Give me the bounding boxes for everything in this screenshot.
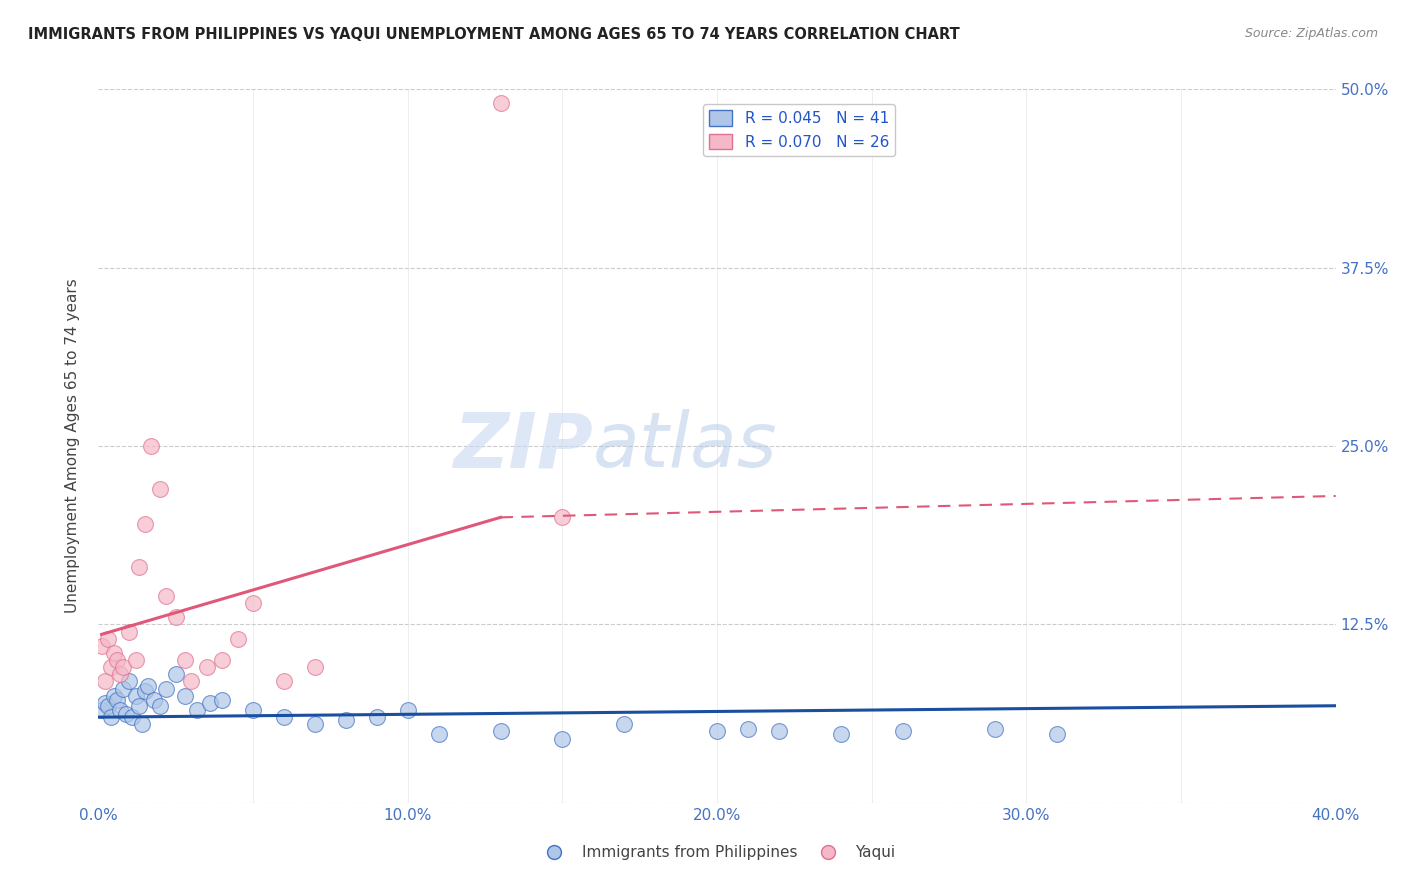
Point [211,693,233,707]
Point [118,674,141,689]
Point [613,717,636,731]
Point [551,510,574,524]
Text: atlas: atlas [593,409,778,483]
Point [737,722,759,736]
Point [226,632,249,646]
Point [149,482,172,496]
Point [551,731,574,746]
Point [165,667,187,681]
Point [242,596,264,610]
Point [131,717,153,731]
Point [273,674,295,689]
Point [108,703,131,717]
Point [174,653,197,667]
Point [108,667,131,681]
Point [100,710,122,724]
Point [112,681,135,696]
Point [335,713,357,727]
Point [830,727,852,741]
Text: ZIP: ZIP [454,409,593,483]
Point [242,703,264,717]
Point [124,689,146,703]
Point [139,439,162,453]
Point [143,693,166,707]
Point [1046,727,1069,741]
Point [128,698,150,713]
Point [103,689,125,703]
Text: Source: ZipAtlas.com: Source: ZipAtlas.com [1244,27,1378,40]
Point [128,560,150,574]
Point [304,660,326,674]
Point [121,710,143,724]
Point [90,639,112,653]
Point [93,674,115,689]
Point [427,727,450,741]
Point [97,698,120,713]
Point [273,710,295,724]
Text: IMMIGRANTS FROM PHILIPPINES VS YAQUI UNEMPLOYMENT AMONG AGES 65 TO 74 YEARS CORR: IMMIGRANTS FROM PHILIPPINES VS YAQUI UNE… [28,27,960,42]
Point [97,632,120,646]
Point [304,717,326,731]
Point [149,698,172,713]
Point [134,684,156,698]
Point [118,624,141,639]
Point [180,674,202,689]
Point [105,693,128,707]
Point [134,517,156,532]
Point [90,703,112,717]
Point [100,660,122,674]
Point [396,703,419,717]
Point [174,689,197,703]
Point [211,653,233,667]
Point [165,610,187,624]
Point [105,653,128,667]
Point [93,696,115,710]
Y-axis label: Unemployment Among Ages 65 to 74 years: Unemployment Among Ages 65 to 74 years [65,278,80,614]
Point [115,707,138,722]
Point [112,660,135,674]
Point [124,653,146,667]
Point [891,724,914,739]
Point [195,660,218,674]
Point [366,710,388,724]
Point [186,703,208,717]
Point [489,96,512,111]
Point [706,724,728,739]
Point [103,646,125,660]
Point [489,724,512,739]
Point [768,724,790,739]
Point [155,589,177,603]
Point [155,681,177,696]
Legend: Immigrants from Philippines, Yaqui: Immigrants from Philippines, Yaqui [533,839,901,866]
Point [198,696,221,710]
Point [984,722,1007,736]
Point [136,679,159,693]
